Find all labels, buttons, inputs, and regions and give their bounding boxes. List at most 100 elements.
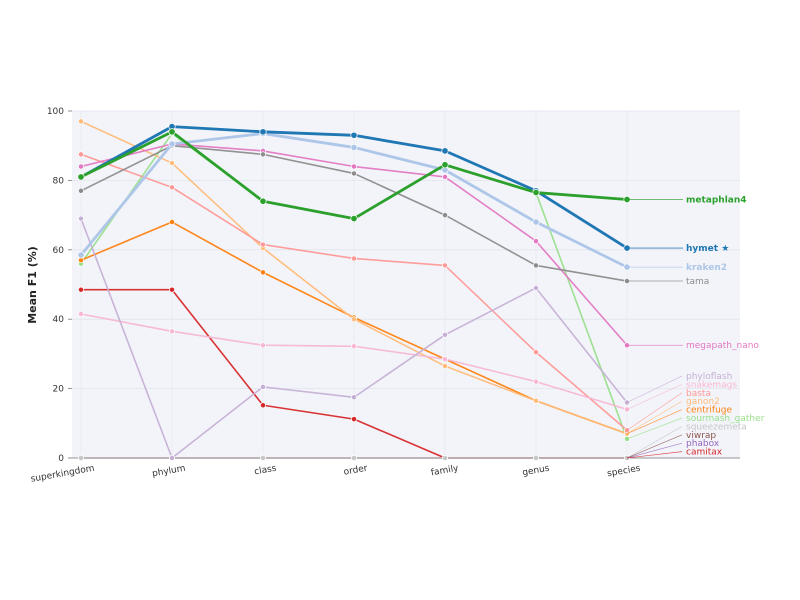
y-tick-label: 0	[58, 454, 64, 464]
end-label: metaphlan4	[686, 195, 747, 205]
leader-line	[626, 442, 683, 459]
data-point	[78, 286, 84, 293]
x-tick-label: species	[606, 464, 641, 480]
data-point	[533, 262, 539, 269]
leader-line	[626, 417, 683, 440]
series-lines	[77, 118, 631, 461]
y-axis-ticks: 0 20 40 60 80 100	[47, 107, 72, 464]
leader-line	[626, 434, 683, 459]
data-point	[77, 173, 85, 181]
series-snakemags	[78, 311, 630, 413]
data-point	[260, 342, 266, 349]
series-basta	[78, 151, 630, 434]
leader-line	[626, 392, 683, 431]
y-tick-label: 100	[47, 107, 64, 117]
data-point	[441, 161, 449, 169]
leader-line	[626, 384, 683, 410]
data-point	[351, 163, 357, 170]
data-point	[533, 349, 539, 356]
end-label: ganon2	[686, 397, 720, 407]
leader-line	[626, 426, 683, 459]
data-point	[442, 212, 448, 219]
data-point	[260, 151, 266, 158]
data-point	[169, 286, 175, 293]
end-label: phabox	[686, 439, 720, 449]
series-phyloflash	[78, 215, 630, 461]
data-point	[77, 251, 85, 259]
x-tick-label: superkingdom	[30, 464, 95, 485]
data-point	[260, 402, 266, 409]
data-point	[260, 383, 266, 390]
data-point	[351, 255, 357, 262]
data-point	[259, 128, 267, 136]
end-label: megapath_nano	[686, 341, 759, 351]
data-point	[351, 170, 357, 177]
end-label: viwrap	[686, 431, 716, 441]
data-point	[351, 394, 357, 401]
end-label: tama	[686, 277, 709, 287]
end-label: kraken2	[686, 263, 727, 273]
end-label: camitax	[686, 448, 723, 458]
data-point	[260, 241, 266, 248]
data-point	[168, 128, 176, 136]
x-axis-ticks: superkingdom phylum class order family genus s…	[30, 464, 642, 485]
end-label: centrifuge	[686, 406, 733, 416]
data-point	[533, 397, 539, 404]
data-point	[533, 378, 539, 385]
y-tick-label: 20	[53, 385, 65, 395]
data-point	[442, 455, 448, 461]
data-point	[169, 184, 175, 191]
leader-line	[626, 409, 683, 435]
data-point	[533, 238, 539, 245]
end-label: squeezemeta	[686, 422, 747, 432]
leader-line	[626, 451, 683, 459]
leader-line	[626, 375, 683, 403]
series-kraken2	[77, 130, 631, 271]
y-tick-label: 60	[53, 246, 65, 256]
data-point	[259, 197, 267, 205]
data-point	[78, 151, 84, 158]
data-point	[78, 215, 84, 222]
data-point	[169, 160, 175, 166]
data-point	[532, 218, 540, 226]
x-tick-label: genus	[522, 464, 551, 479]
label-leader-lines	[626, 199, 683, 459]
x-tick-label: phylum	[151, 464, 186, 480]
data-point	[442, 331, 448, 338]
data-point	[351, 343, 357, 350]
data-point	[533, 455, 539, 461]
end-label: basta	[686, 389, 711, 399]
data-point	[78, 455, 84, 461]
series-metaphlan4	[77, 128, 631, 223]
data-point	[350, 143, 358, 151]
data-point	[441, 147, 449, 155]
x-tick-label: class	[254, 464, 278, 478]
data-point	[169, 455, 175, 461]
data-point	[442, 173, 448, 180]
data-point	[351, 316, 357, 323]
end-label: snakemags	[686, 380, 737, 390]
data-point	[260, 269, 266, 276]
data-point	[351, 416, 357, 423]
data-point	[78, 187, 84, 194]
data-point	[442, 356, 448, 363]
x-tick-label: family	[430, 464, 460, 479]
data-point	[350, 131, 358, 139]
data-point	[442, 363, 448, 369]
series-end-labels: metaphlan4 hymet ★ kraken2 tama megapath_nan…	[686, 195, 765, 457]
data-point	[260, 455, 266, 461]
data-point	[78, 163, 84, 170]
data-point	[169, 219, 175, 225]
data-point	[442, 262, 448, 269]
end-label: sourmash_gather	[686, 414, 765, 424]
data-point	[168, 140, 176, 148]
data-point	[532, 188, 540, 197]
data-point	[351, 455, 357, 461]
x-tick-label: order	[343, 464, 369, 478]
end-label: hymet ★	[686, 244, 729, 254]
data-point	[78, 118, 84, 125]
y-axis-label: Mean F1 (%)	[26, 246, 39, 324]
data-point	[78, 311, 84, 317]
leader-line	[626, 400, 683, 435]
y-tick-label: 80	[53, 176, 65, 186]
